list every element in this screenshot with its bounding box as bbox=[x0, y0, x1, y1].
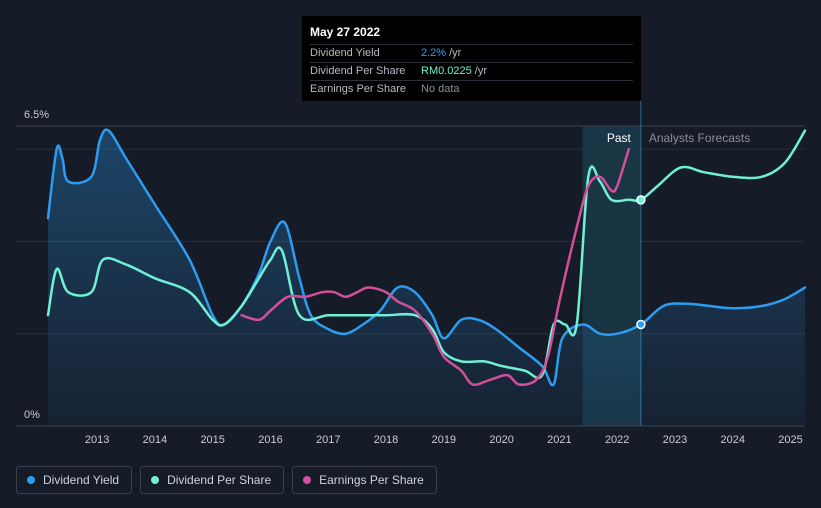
dividend-yield-marker bbox=[636, 319, 646, 330]
legend-item-dividend-yield[interactable]: Dividend Yield bbox=[16, 466, 133, 494]
x-tick-label: 2017 bbox=[316, 434, 340, 446]
dividend-per-share-marker bbox=[636, 195, 646, 205]
tooltip-row-name: Dividend Per Share bbox=[310, 65, 406, 77]
forecast-region-label: Analysts Forecasts bbox=[649, 131, 750, 145]
tooltip-row-dividend-per-share: Dividend Per Share RM0.0225 /yr bbox=[310, 63, 633, 81]
x-tick-label: 2019 bbox=[432, 434, 456, 446]
legend-dot-icon bbox=[151, 476, 160, 484]
x-tick-label: 2024 bbox=[721, 434, 745, 446]
legend-label: Dividend Yield bbox=[43, 473, 120, 487]
x-tick-label: 2015 bbox=[200, 434, 224, 446]
y-tick-label: 6.5% bbox=[24, 109, 49, 121]
x-tick-label: 2013 bbox=[85, 434, 109, 446]
legend-dot-icon bbox=[27, 476, 35, 484]
chart-legend: Dividend Yield Dividend Per Share Earnin… bbox=[16, 466, 437, 494]
past-region-label: Past bbox=[607, 131, 632, 145]
x-tick-label: 2025 bbox=[778, 434, 802, 446]
tooltip-row-value: RM0.0225 bbox=[421, 65, 472, 77]
tooltip-row-name: Earnings Per Share bbox=[310, 83, 406, 95]
tooltip-row-dividend-yield: Dividend Yield 2.2% /yr bbox=[310, 45, 633, 63]
tooltip-row-unit: /yr bbox=[474, 65, 487, 77]
tooltip-date: May 27 2022 bbox=[310, 24, 633, 45]
tooltip-row-value: No data bbox=[421, 83, 460, 95]
x-tick-label: 2020 bbox=[489, 434, 513, 446]
x-tick-label: 2023 bbox=[663, 434, 687, 446]
earnings-per-share-line bbox=[240, 147, 631, 387]
tooltip-row-name: Dividend Yield bbox=[310, 47, 380, 59]
tooltip-row-value: 2.2% bbox=[421, 47, 447, 59]
tooltip-row-unit: /yr bbox=[449, 47, 462, 59]
tooltip-row-earnings-per-share: Earnings Per Share No data bbox=[310, 81, 633, 98]
x-tick-label: 2016 bbox=[258, 434, 282, 446]
dividend-yield-area bbox=[48, 129, 805, 426]
chart-tooltip: May 27 2022 Dividend Yield 2.2% /yr Divi… bbox=[302, 16, 641, 101]
x-tick-label: 2021 bbox=[547, 434, 571, 446]
x-tick-label: 2018 bbox=[374, 434, 398, 446]
y-tick-label: 0% bbox=[24, 409, 40, 421]
legend-item-dividend-per-share[interactable]: Dividend Per Share bbox=[140, 466, 285, 494]
x-tick-label: 2014 bbox=[143, 434, 167, 446]
legend-label: Dividend Per Share bbox=[167, 473, 272, 487]
x-tick-label: 2022 bbox=[605, 434, 629, 446]
legend-item-earnings-per-share[interactable]: Earnings Per Share bbox=[292, 466, 437, 494]
legend-label: Earnings Per Share bbox=[319, 473, 424, 487]
legend-dot-icon bbox=[303, 476, 312, 484]
